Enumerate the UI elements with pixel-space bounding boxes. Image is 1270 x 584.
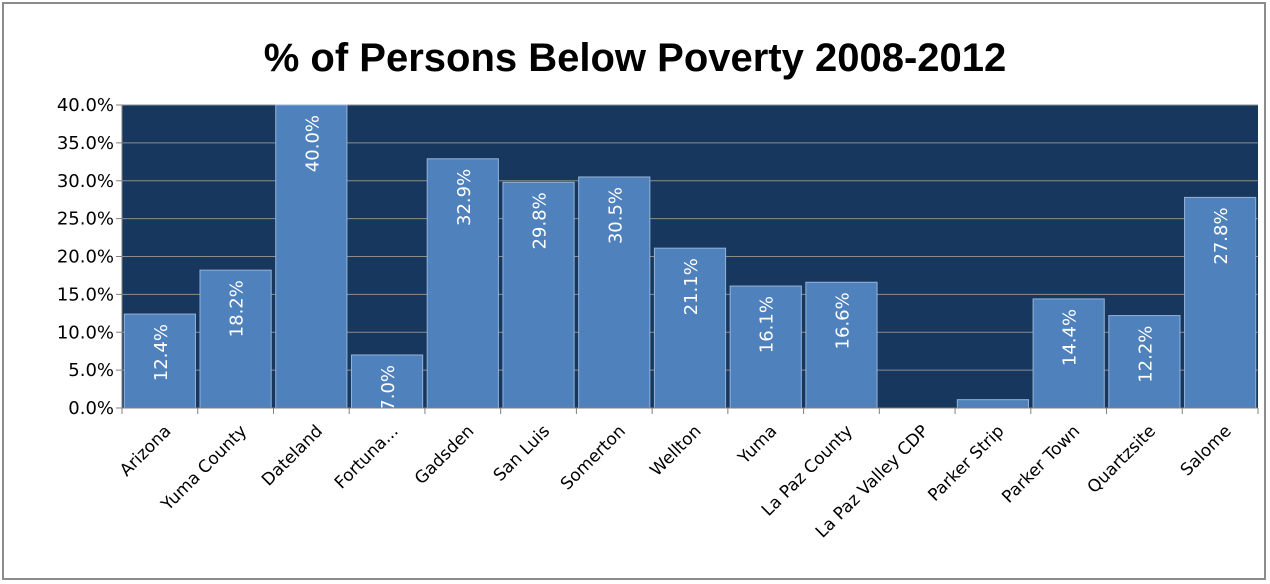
y-tick-label: 25.0% [57,209,114,230]
data-label: 18.2% [227,280,248,337]
bar [1184,196,1257,409]
data-label: 12.4% [151,324,172,381]
data-label: 16.1% [757,296,778,353]
data-label: 7.0% [378,365,399,411]
bar [956,399,1030,409]
category-label: Yuma [734,421,782,469]
bar [350,354,424,409]
bar [805,281,878,409]
data-label: 0.0% [908,418,929,464]
category-label: Dateland [258,421,327,490]
data-label: 16.6% [832,292,853,349]
category-label: Arizona [116,421,175,480]
y-tick-label: 30.0% [57,171,114,192]
y-tick-label: 10.0% [57,322,114,343]
data-label: 21.1% [681,258,702,315]
bar [578,176,651,409]
chart-title: % of Persons Below Poverty 2008-2012 [263,36,1007,80]
data-label: 40.0% [302,115,323,172]
data-label: 29.8% [530,192,551,249]
category-label: Parker Strip [924,421,1008,505]
category-label: Wellton [646,421,705,480]
bar [653,247,727,409]
category-label: Somerton [557,421,630,494]
data-label: 14.4% [1060,309,1081,366]
bar [275,104,348,409]
bar [426,158,499,409]
y-tick-label: 15.0% [57,284,114,305]
data-label: 32.9% [454,169,475,226]
data-label: 27.8% [1211,207,1232,264]
y-tick-label: 35.0% [57,133,114,154]
category-label: Fortuna... [331,421,403,493]
bar [123,313,196,409]
category-label: Salome [1177,421,1236,480]
y-tick-label: 40.0% [57,95,114,116]
y-tick-label: 20.0% [57,247,114,268]
category-label: Quartzsite [1084,421,1160,497]
bar [1032,298,1105,409]
bar [729,285,802,409]
data-label: 30.5% [605,187,626,244]
category-label: Gadsden [411,421,478,488]
category-label: San Luis [490,421,554,485]
data-label: 1.1% [984,410,1005,456]
bar [199,269,272,409]
y-tick-label: 0.0% [68,398,114,419]
data-label: 12.2% [1135,326,1156,383]
category-label: Parker Town [998,421,1084,507]
y-tick-label: 5.0% [68,360,114,381]
bar [502,181,575,409]
bar [1108,315,1181,409]
